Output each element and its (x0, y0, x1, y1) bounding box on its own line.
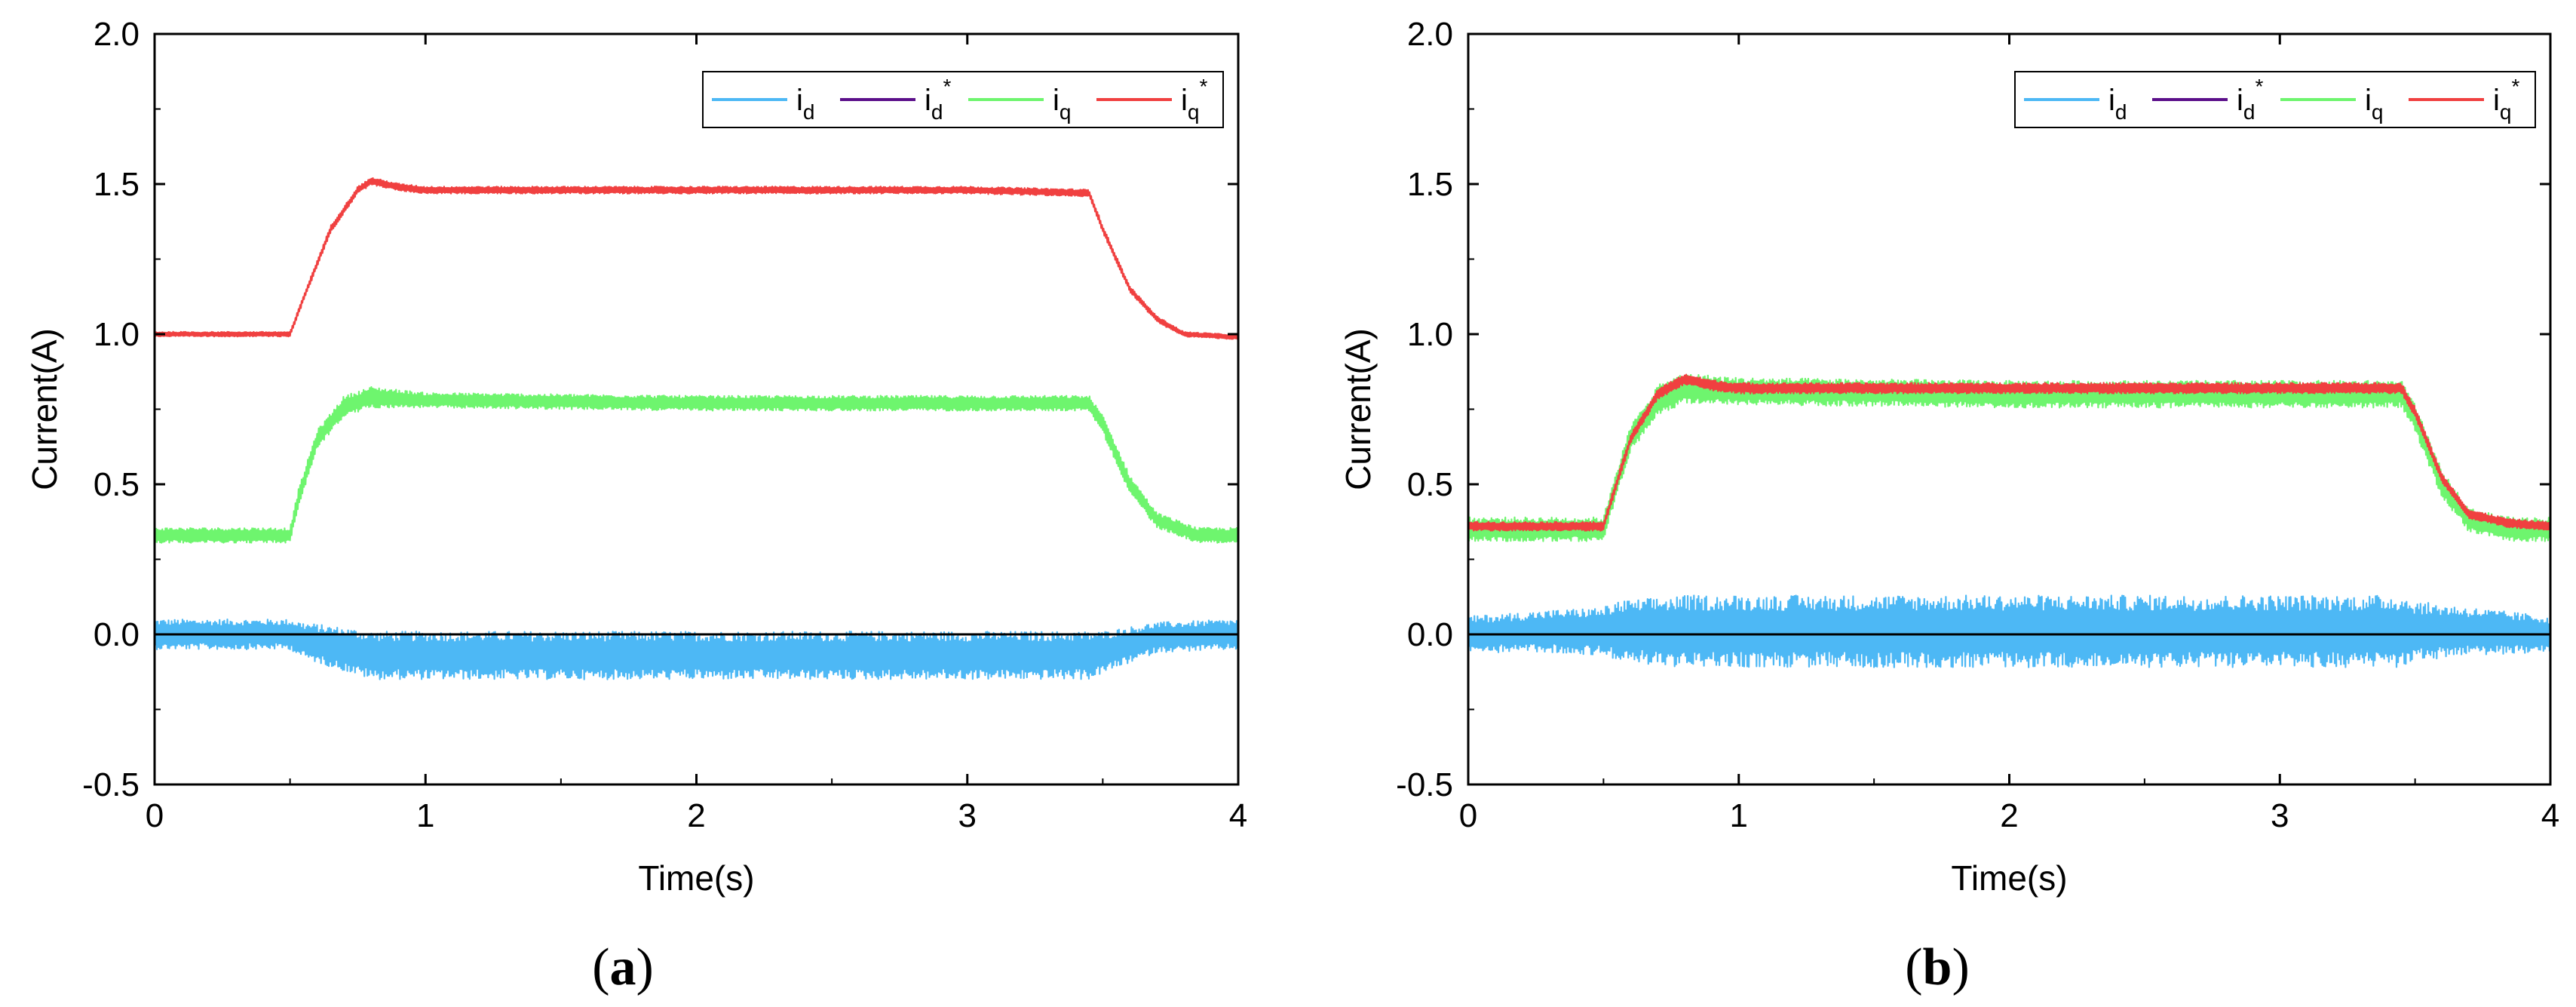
y-tick-label: 2.0 (1407, 16, 1453, 53)
legend: id id* iq iq* (2014, 71, 2536, 128)
series-line-i_q-ref (155, 177, 1238, 340)
x-tick-label: 4 (1229, 797, 1247, 834)
legend-sub: q (2500, 100, 2512, 124)
legend-main: i (2493, 84, 2500, 117)
y-tick-label: 1.0 (1407, 316, 1453, 353)
panel-label-open: ( (592, 938, 609, 996)
x-tick-label: 2 (2000, 797, 2018, 834)
legend-sub: d (931, 100, 943, 124)
y-tick-label: 0.0 (94, 616, 140, 653)
legend-entry-i_d-ref: id* (925, 75, 951, 124)
axes-frame (1467, 32, 2552, 786)
y-axis-label: Current(A) (25, 328, 64, 490)
legend-sup: * (1199, 75, 1207, 98)
y-tick-label: 0.5 (94, 466, 140, 503)
x-tick-label: 1 (416, 797, 434, 834)
series-line-i_d (155, 619, 1238, 680)
legend-sub: d (2115, 100, 2127, 124)
legend-entry-i_q: iq (1053, 84, 1071, 124)
y-tick-label: 0.0 (1407, 616, 1453, 653)
legend-main: i (2108, 84, 2115, 117)
panel-label-open: ( (1905, 938, 1922, 996)
legend-entry-i_q-ref: iq* (2493, 75, 2519, 124)
legend-main: i (796, 84, 803, 117)
legend-sub: q (1060, 100, 1072, 124)
x-axis-label: Time(s) (638, 858, 754, 898)
plot-area (1468, 373, 2550, 668)
panel-label: (b) (1905, 938, 1970, 996)
legend-sub: d (803, 100, 815, 124)
legend-entry-i_q: iq (2365, 84, 2383, 124)
y-axis-label: Current(A) (1339, 328, 1378, 490)
x-tick-label: 3 (958, 797, 977, 834)
legend-main: i (2237, 84, 2243, 117)
y-tick-label: 1.5 (1407, 166, 1453, 203)
legend-main: i (1053, 84, 1060, 117)
legend-sub: d (2243, 100, 2256, 124)
legend-main: i (2365, 84, 2372, 117)
legend-sup: * (2511, 75, 2519, 98)
y-tick-label: 1.5 (94, 166, 140, 203)
legend-entry-i_d-ref: id* (2237, 75, 2263, 124)
chart-panel-b: 0 1 2 3 4 -0.5 0.0 0.5 1.0 1.5 2.0 Time(s) Current(A… (1339, 16, 2559, 996)
series-line-i_q (155, 386, 1238, 544)
panel-label-close: ) (636, 938, 654, 996)
legend-sup: * (2255, 75, 2263, 98)
panel-label: (a) (592, 938, 654, 996)
x-tick-label: 0 (1459, 797, 1477, 834)
x-tick-label: 3 (2271, 797, 2289, 834)
legend-entry-i_d: id (2108, 84, 2127, 124)
y-tick-label: 0.5 (1407, 466, 1453, 503)
x-tick-label: 0 (146, 797, 164, 834)
y-tick-label: 2.0 (94, 16, 140, 53)
series-line-i_d (1468, 594, 2550, 668)
legend-main: i (925, 84, 931, 117)
y-tick-label: -0.5 (1396, 766, 1453, 803)
panel-label-close: ) (1952, 938, 1969, 996)
legend-entry-i_q-ref: iq* (1181, 75, 1207, 124)
series-line-i_q (1468, 373, 2550, 542)
x-tick-label: 1 (1730, 797, 1748, 834)
panel-label-letter: b (1923, 938, 1952, 996)
y-tick-label: -0.5 (82, 766, 140, 803)
legend-entry-i_d: id (796, 84, 814, 124)
legend-sub: q (1188, 100, 1200, 124)
x-axis-label: Time(s) (1951, 858, 2067, 898)
legend-sup: * (943, 75, 951, 98)
x-tick-label: 4 (2541, 797, 2559, 834)
legend-main: i (1181, 84, 1188, 117)
legend-sub: q (2372, 100, 2384, 124)
panel-label-letter: a (610, 938, 636, 996)
legend: id id* iq iq* (702, 71, 1224, 128)
plot-area (155, 177, 1238, 680)
chart-panel-a: 0 1 2 3 4 -0.5 0.0 0.5 1.0 1.5 2.0 Time(s) Current(A… (25, 16, 1247, 996)
x-tick-label: 2 (687, 797, 705, 834)
y-tick-label: 1.0 (94, 316, 140, 353)
series-line-i_q-ref (1468, 373, 2550, 532)
